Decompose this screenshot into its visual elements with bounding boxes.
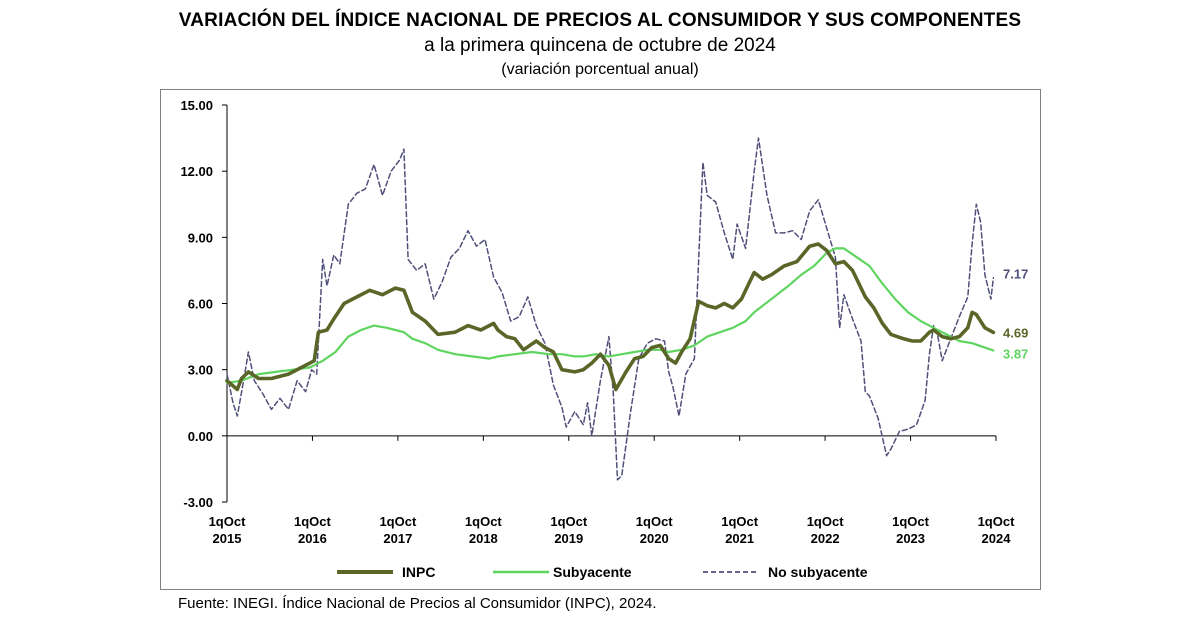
- legend-label-inpc: INPC: [402, 564, 435, 580]
- x-tick-label-line2: 2024: [982, 531, 1012, 546]
- x-tick-label-line2: 2021: [725, 531, 754, 546]
- y-tick-label: 12.00: [180, 164, 213, 179]
- x-tick-label-line2: 2019: [554, 531, 583, 546]
- x-tick-label-line2: 2018: [469, 531, 498, 546]
- x-tick-label-line1: 1qOct: [978, 514, 1016, 529]
- x-tick-label-line1: 1qOct: [636, 514, 674, 529]
- x-tick-label-line1: 1qOct: [807, 514, 845, 529]
- end-label-no-subyacente: 7.17: [1003, 267, 1028, 282]
- x-tick-label-line2: 2017: [383, 531, 412, 546]
- y-tick-label: 6.00: [188, 297, 213, 312]
- chart-title: VARIACIÓN DEL ÍNDICE NACIONAL DE PRECIOS…: [178, 10, 1022, 31]
- x-tick-label-line2: 2022: [811, 531, 840, 546]
- chart-axes: -3.00 0.00 3.00 6.00 9.00 12.00 15.00 1qOct 2015…: [180, 98, 1015, 546]
- x-tick-label-line1: 1qOct: [209, 514, 247, 529]
- end-label-inpc: 4.69: [1003, 325, 1028, 340]
- chart-series: 4.69 3.87 7.17: [225, 137, 1028, 481]
- chart-unit-note: (variación porcentual anual): [501, 61, 699, 78]
- source-note: Fuente: INEGI. Índice Nacional de Precio…: [178, 595, 657, 612]
- series-line-no-subyacente: [226, 137, 995, 481]
- chart-legend: INPC Subyacente No subyacente: [337, 564, 868, 580]
- x-tick-label-line2: 2015: [213, 531, 242, 546]
- x-tick-label-line2: 2016: [298, 531, 327, 546]
- chart-subtitle: a la primera quincena de octubre de 2024: [424, 35, 776, 56]
- x-tick-label-line1: 1qOct: [721, 514, 759, 529]
- y-tick-label: 3.00: [188, 363, 213, 378]
- x-tick-label-line1: 1qOct: [379, 514, 417, 529]
- x-tick-label-line1: 1qOct: [465, 514, 503, 529]
- end-label-subyacente: 3.87: [1003, 346, 1028, 361]
- x-tick-label-line2: 2023: [896, 531, 925, 546]
- x-tick-label-line1: 1qOct: [892, 514, 930, 529]
- legend-label-subyacente: Subyacente: [553, 564, 632, 580]
- legend-label-no-subyacente: No subyacente: [768, 564, 868, 580]
- x-tick-label-line1: 1qOct: [294, 514, 332, 529]
- y-tick-label: -3.00: [183, 495, 213, 510]
- series-line-subyacente: [225, 247, 995, 384]
- y-tick-label: 15.00: [180, 98, 213, 113]
- series-line-inpc: [225, 242, 996, 392]
- x-tick-label-line2: 2020: [640, 531, 669, 546]
- y-tick-label: 9.00: [188, 230, 213, 245]
- chart-frame: [160, 89, 1041, 590]
- x-tick-label-line1: 1qOct: [550, 514, 588, 529]
- y-tick-label: 0.00: [188, 429, 213, 444]
